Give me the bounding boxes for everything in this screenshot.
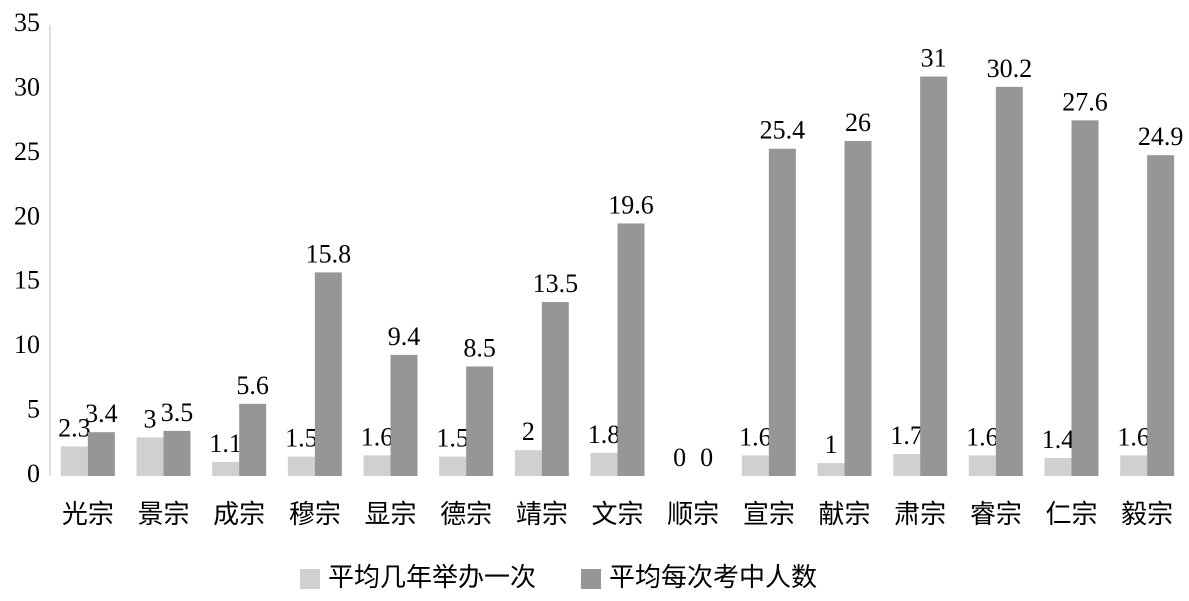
data-label: 30.2 — [987, 54, 1033, 83]
data-label: 1.8 — [588, 420, 621, 449]
y-tick-label: 10 — [14, 330, 40, 359]
legend-label: 平均几年举办一次 — [328, 563, 536, 592]
bar — [87, 432, 115, 476]
bar — [1120, 455, 1148, 476]
data-label: 0 — [673, 443, 686, 472]
data-label: 1.7 — [890, 421, 923, 450]
bar — [163, 430, 191, 476]
bar — [314, 272, 342, 476]
bar — [893, 454, 921, 476]
data-label: 15.8 — [306, 239, 352, 268]
bar — [1147, 155, 1175, 476]
data-label: 0 — [700, 443, 713, 472]
x-tick-label: 文宗 — [591, 500, 643, 529]
x-tick-label: 光宗 — [62, 500, 114, 529]
x-tick-label: 献宗 — [818, 500, 870, 529]
legend-swatch — [300, 569, 320, 589]
bar — [439, 456, 467, 476]
x-tick-label: 景宗 — [137, 500, 189, 529]
data-label: 1.6 — [966, 422, 999, 451]
bar — [514, 450, 542, 476]
data-label: 5.6 — [236, 371, 269, 400]
y-tick-label: 25 — [14, 137, 40, 166]
data-label: 19.6 — [608, 190, 654, 219]
x-tick-label: 肃宗 — [894, 500, 946, 529]
bar — [60, 446, 88, 476]
data-label: 13.5 — [533, 269, 579, 298]
data-label: 3.4 — [85, 399, 118, 428]
x-tick-label: 睿宗 — [970, 500, 1022, 529]
bar — [390, 354, 418, 476]
y-tick-label: 5 — [27, 395, 40, 424]
x-tick-label: 成宗 — [213, 500, 265, 529]
data-label: 26 — [845, 108, 871, 137]
x-tick-label: 顺宗 — [667, 500, 719, 529]
x-tick-label: 显宗 — [364, 500, 416, 529]
bar — [920, 76, 948, 477]
y-tick-label: 35 — [14, 8, 40, 37]
data-label: 2 — [522, 417, 535, 446]
bar — [995, 86, 1023, 476]
data-label: 1.5 — [436, 424, 469, 453]
y-tick-label: 0 — [27, 459, 40, 488]
bar — [1044, 457, 1072, 476]
bar — [363, 455, 391, 476]
x-tick-label: 宣宗 — [743, 500, 795, 529]
y-tick-label: 15 — [14, 266, 40, 295]
data-label: 1 — [825, 430, 838, 459]
data-label: 1.5 — [285, 424, 318, 453]
data-label: 1.4 — [1042, 425, 1075, 454]
data-label: 1.6 — [1117, 422, 1150, 451]
data-label: 1.1 — [209, 429, 242, 458]
data-label: 31 — [921, 44, 947, 73]
bar — [541, 302, 569, 476]
bar — [844, 140, 872, 476]
legend-swatch — [581, 569, 602, 589]
x-tick-label: 穆宗 — [289, 500, 341, 529]
x-tick-label: 毅宗 — [1121, 500, 1173, 529]
data-label: 2.3 — [58, 413, 91, 442]
bar — [590, 452, 618, 476]
bar — [768, 148, 796, 476]
bar — [466, 366, 494, 476]
data-label: 3 — [144, 404, 157, 433]
data-label: 1.6 — [739, 422, 772, 451]
data-label: 3.5 — [161, 398, 194, 427]
data-label: 8.5 — [463, 333, 496, 362]
data-label: 24.9 — [1138, 122, 1184, 151]
x-tick-label: 仁宗 — [1045, 500, 1097, 529]
bar — [968, 455, 996, 476]
y-tick-label: 20 — [14, 201, 40, 230]
bar — [239, 403, 267, 476]
bar — [287, 456, 315, 476]
bar — [1071, 120, 1099, 477]
y-tick-label: 30 — [14, 72, 40, 101]
bar — [617, 223, 645, 476]
x-tick-label: 德宗 — [440, 500, 492, 529]
bar — [136, 437, 164, 476]
data-label: 27.6 — [1062, 87, 1108, 116]
data-label: 25.4 — [760, 116, 806, 145]
bar — [741, 455, 769, 476]
data-label: 1.6 — [361, 422, 394, 451]
bar — [212, 461, 240, 476]
data-label: 9.4 — [388, 322, 421, 351]
legend-label: 平均每次考中人数 — [609, 563, 817, 592]
x-tick-label: 靖宗 — [516, 500, 568, 529]
bar — [817, 463, 845, 476]
